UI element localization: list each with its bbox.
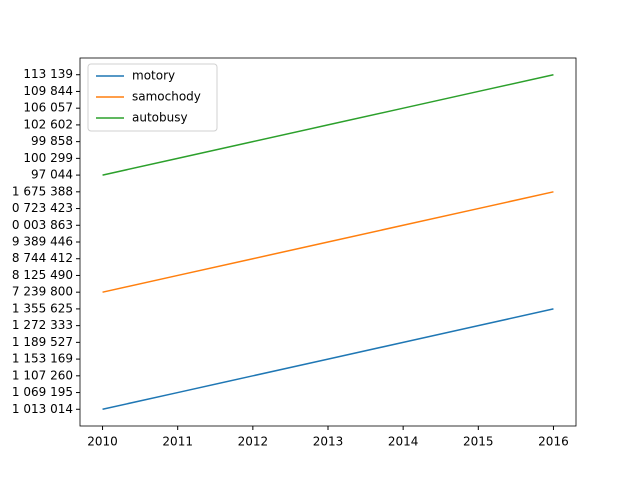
x-tick-label: 2013 (313, 435, 344, 449)
legend-label: samochody (132, 90, 201, 104)
y-tick-label: 9 389 446 (12, 235, 73, 249)
x-tick-label: 2016 (538, 435, 569, 449)
y-tick-label: 1 069 195 (12, 385, 73, 399)
x-tick-label: 2012 (238, 435, 269, 449)
y-tick-label: 0 723 423 (12, 201, 73, 215)
y-tick-label: 8 125 490 (12, 268, 73, 282)
y-tick-label: 8 744 412 (12, 251, 73, 265)
legend-label: autobusy (132, 111, 188, 125)
y-tick-label: 1 107 260 (12, 368, 73, 382)
line (102, 73, 554, 176)
x-tick-label: 2010 (87, 435, 118, 449)
line (102, 191, 554, 293)
y-tick-label: 109 844 (23, 84, 73, 98)
y-tick-label: 106 057 (23, 101, 73, 115)
legend-box (87, 63, 218, 132)
y-tick-label: 1 355 625 (12, 301, 73, 315)
y-tick-label: 1 272 333 (12, 318, 73, 332)
y-tick-label: 0 003 863 (12, 218, 73, 232)
legend-label: motory (132, 69, 175, 83)
x-tick-label: 2015 (463, 435, 494, 449)
y-tick-label: 1 189 527 (12, 335, 73, 349)
y-tick-label: 1 013 014 (12, 402, 73, 416)
y-tick-label: 97 044 (31, 168, 73, 182)
y-tick-label: 102 602 (23, 117, 73, 131)
y-tick-label: 99 858 (31, 134, 73, 148)
y-tick-label: 7 239 800 (12, 285, 73, 299)
line (102, 308, 554, 411)
y-tick-label: 1 675 388 (12, 184, 73, 198)
y-tick-label: 113 139 (23, 67, 73, 81)
x-tick-label: 2014 (388, 435, 419, 449)
y-tick-label: 100 299 (23, 151, 73, 165)
x-tick-label: 2011 (162, 435, 193, 449)
y-tick-label: 1 153 169 (12, 352, 73, 366)
